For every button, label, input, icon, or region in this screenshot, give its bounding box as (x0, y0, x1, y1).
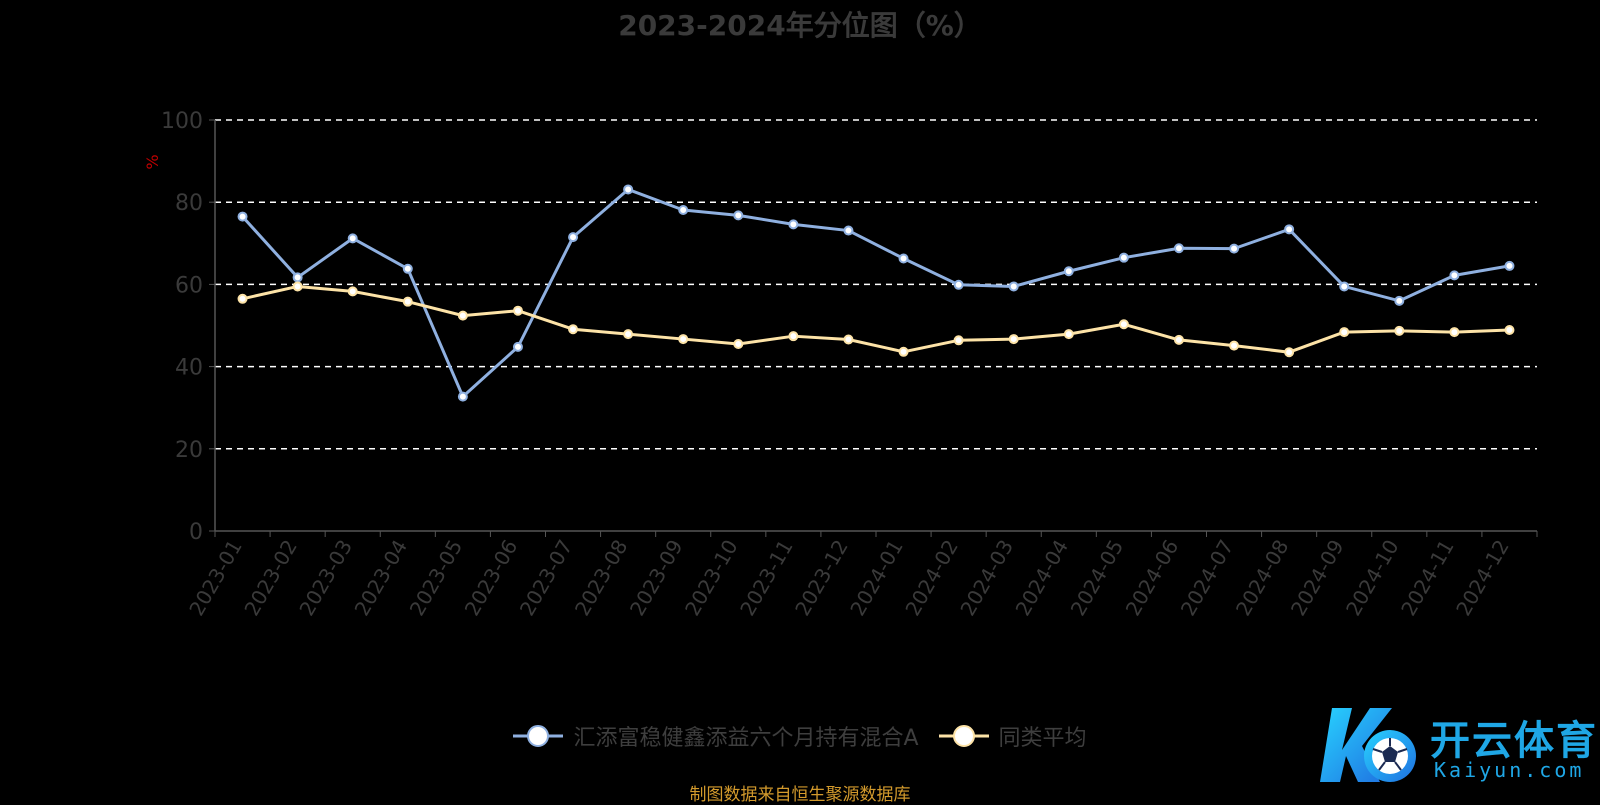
series-line (242, 284, 1510, 354)
data-point (1118, 319, 1129, 330)
data-point (292, 281, 303, 292)
data-point (733, 338, 744, 349)
data-point (1173, 243, 1184, 254)
data-point (898, 253, 909, 264)
data-point (678, 334, 689, 345)
x-tick-label: 2024-03 (955, 535, 1018, 619)
data-point (953, 279, 964, 290)
x-tick-label: 2023-08 (570, 536, 633, 620)
axes: 0 20 40 60 80 100 2023-012023-022023-032023-04… (161, 109, 1538, 620)
legend-swatch-icon (513, 725, 564, 747)
line-chart: 0 20 40 60 80 100 2023-012023-022023-032023-04… (143, 109, 1538, 620)
data-point (1008, 334, 1019, 345)
x-tick-label: 2024-01 (845, 536, 908, 620)
y-axis-label: % (143, 154, 162, 169)
x-tick-label: 2024-05 (1066, 536, 1129, 620)
data-point (1449, 270, 1460, 281)
data-point (953, 335, 964, 346)
data-point (457, 391, 468, 402)
x-tick-label: 2024-11 (1396, 536, 1459, 620)
data-point (568, 232, 579, 243)
legend-swatch-icon (938, 725, 989, 747)
x-tick-label: 2024-07 (1176, 536, 1239, 620)
brand-watermark: 开云体育 Kaiyun.com (1318, 700, 1598, 790)
x-tick-label: 2023-06 (460, 536, 523, 620)
legend: 汇添富稳健鑫添益六个月持有混合A 同类平均 (0, 720, 1600, 752)
data-point (1504, 325, 1515, 336)
data-point (1394, 295, 1405, 306)
x-tick-label: 2024-12 (1451, 536, 1514, 620)
x-tick-label: 2024-10 (1341, 536, 1404, 620)
x-tick-label: 2023-03 (294, 536, 357, 620)
series-1 (237, 184, 1515, 402)
y-tick-label: 60 (175, 273, 203, 298)
data-point (1339, 281, 1350, 292)
y-tick-label: 40 (175, 356, 203, 381)
data-point (1504, 260, 1515, 271)
y-tick-label: 20 (175, 438, 203, 463)
data-point (1394, 325, 1405, 336)
x-tick-label: 2024-08 (1231, 536, 1294, 620)
x-tick-label: 2023-04 (350, 536, 413, 620)
data-point (347, 286, 358, 297)
x-tick-label: 2023-02 (239, 536, 302, 620)
data-point (402, 296, 413, 307)
data-point (1339, 327, 1350, 338)
x-tick-label: 2023-11 (735, 536, 798, 620)
x-tick-label: 2024-04 (1011, 536, 1074, 620)
data-point (512, 341, 523, 352)
data-point (733, 210, 744, 221)
x-tick-label: 2024-02 (900, 536, 963, 620)
data-point (788, 219, 799, 230)
brand-name-en: Kaiyun.com (1434, 758, 1585, 782)
data-point (898, 346, 909, 357)
data-point (623, 329, 634, 340)
data-point (788, 331, 799, 342)
x-tick-label: 2023-10 (680, 536, 743, 620)
data-point (1284, 347, 1295, 358)
y-tick-label: 80 (175, 191, 203, 216)
data-point (292, 272, 303, 283)
data-point (1063, 329, 1074, 340)
data-point (402, 263, 413, 274)
data-point (1063, 266, 1074, 277)
x-tick-label: 2024-06 (1121, 536, 1184, 620)
legend-label: 同类平均 (998, 726, 1087, 751)
brand-logo-icon (1320, 708, 1416, 782)
x-tick-label: 2023-01 (184, 536, 247, 620)
series (237, 184, 1515, 402)
data-point (512, 305, 523, 316)
data-point (1173, 334, 1184, 345)
y-tick-label: 100 (161, 109, 203, 134)
data-point (237, 293, 248, 304)
legend-item[interactable]: 同类平均 (938, 720, 1087, 752)
data-point (1118, 252, 1129, 263)
x-tick-label: 2023-09 (625, 536, 688, 620)
data-point (678, 205, 689, 216)
chart-title: 2023-2024年分位图（%） (618, 9, 982, 42)
data-point (237, 211, 248, 222)
data-point (347, 233, 358, 244)
data-point (1284, 224, 1295, 235)
x-tick-label: 2023-07 (515, 536, 578, 620)
data-point (568, 324, 579, 335)
data-point (457, 310, 468, 321)
data-point (1229, 243, 1240, 254)
legend-label: 汇添富稳健鑫添益六个月持有混合A (573, 726, 919, 751)
x-tick-label: 2023-12 (790, 536, 853, 620)
x-tick-label: 2024-09 (1286, 536, 1349, 620)
data-point (1449, 327, 1460, 338)
data-point (843, 334, 854, 345)
y-tick-label: 0 (189, 520, 203, 545)
x-tick-label: 2023-05 (405, 536, 468, 620)
series-line (241, 187, 1510, 399)
data-point (623, 184, 634, 195)
brand-name-cn: 开云体育 (1430, 718, 1598, 764)
data-point (843, 225, 854, 236)
legend-item[interactable]: 汇添富稳健鑫添益六个月持有混合A (513, 720, 919, 752)
data-point (1008, 281, 1019, 292)
gridlines (215, 119, 1537, 450)
series-2 (237, 281, 1515, 358)
data-point (1229, 340, 1240, 351)
